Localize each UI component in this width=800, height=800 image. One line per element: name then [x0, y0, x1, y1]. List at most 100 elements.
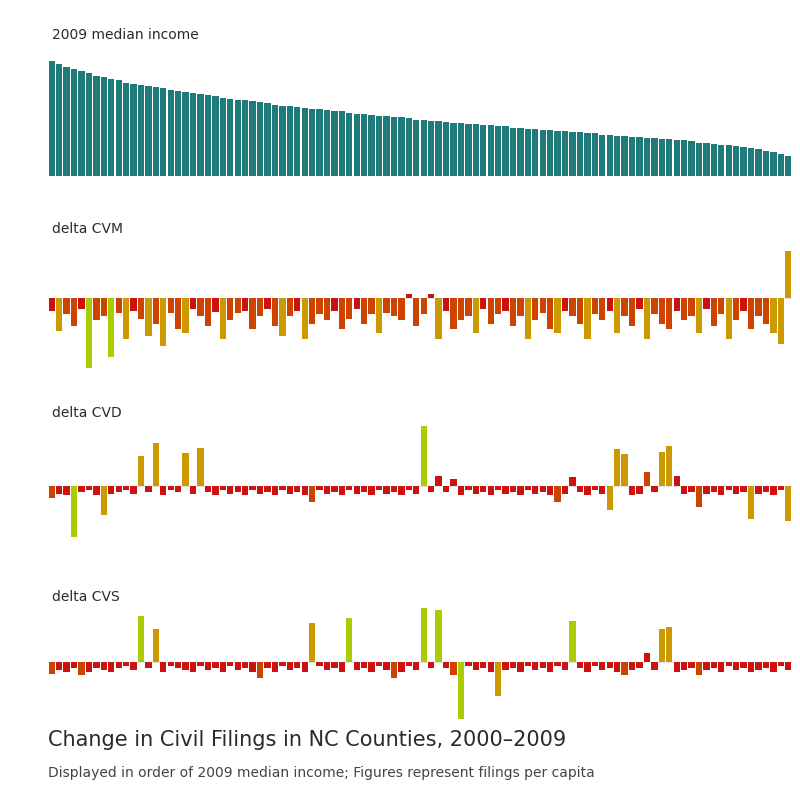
Bar — [622, 662, 628, 675]
Bar — [406, 118, 412, 176]
Bar — [49, 61, 55, 176]
Bar — [338, 486, 345, 495]
Bar — [227, 98, 234, 176]
Bar — [666, 298, 673, 329]
Bar — [606, 486, 613, 510]
Bar — [250, 662, 256, 671]
Text: delta CVM: delta CVM — [52, 222, 122, 236]
Bar — [63, 662, 70, 671]
Bar — [138, 456, 144, 486]
Bar — [130, 662, 137, 670]
Bar — [220, 486, 226, 490]
Bar — [71, 69, 78, 176]
Bar — [525, 486, 531, 490]
Bar — [696, 142, 702, 176]
Bar — [212, 97, 218, 176]
Bar — [369, 486, 375, 495]
Bar — [592, 298, 598, 314]
Text: Change in Civil Filings in NC Counties, 2000–2009: Change in Civil Filings in NC Counties, … — [48, 730, 566, 750]
Bar — [257, 102, 263, 176]
Bar — [525, 662, 531, 666]
Bar — [443, 122, 450, 176]
Bar — [554, 298, 561, 334]
Bar — [354, 114, 360, 176]
Bar — [115, 298, 122, 313]
Bar — [443, 298, 450, 311]
Bar — [554, 131, 561, 176]
Bar — [674, 662, 680, 671]
Bar — [338, 111, 345, 176]
Bar — [198, 298, 204, 316]
Bar — [525, 298, 531, 338]
Bar — [636, 298, 642, 309]
Bar — [562, 131, 568, 176]
Bar — [599, 298, 606, 320]
Bar — [785, 486, 791, 521]
Bar — [361, 662, 367, 669]
Bar — [63, 298, 70, 314]
Bar — [390, 486, 397, 492]
Bar — [56, 486, 62, 494]
Bar — [577, 486, 583, 492]
Bar — [458, 298, 464, 320]
Bar — [71, 298, 78, 326]
Bar — [785, 251, 791, 298]
Bar — [257, 486, 263, 494]
Bar — [331, 486, 338, 492]
Bar — [324, 662, 330, 670]
Bar — [257, 298, 263, 316]
Bar — [622, 136, 628, 176]
Bar — [644, 298, 650, 338]
Bar — [242, 662, 248, 669]
Bar — [383, 116, 390, 176]
Bar — [205, 298, 211, 326]
Bar — [778, 486, 784, 490]
Bar — [502, 298, 509, 311]
Bar — [182, 662, 189, 670]
Bar — [450, 123, 457, 176]
Bar — [681, 140, 687, 176]
Bar — [450, 298, 457, 329]
Bar — [614, 298, 620, 334]
Bar — [101, 486, 107, 515]
Bar — [49, 298, 55, 311]
Bar — [190, 662, 196, 671]
Bar — [518, 127, 524, 176]
Bar — [250, 298, 256, 329]
Bar — [190, 486, 196, 494]
Bar — [160, 298, 166, 346]
Bar — [123, 82, 130, 176]
Bar — [153, 443, 159, 486]
Bar — [49, 486, 55, 498]
Bar — [316, 662, 322, 666]
Bar — [227, 662, 234, 666]
Bar — [78, 298, 85, 309]
Bar — [741, 298, 747, 311]
Bar — [666, 627, 673, 662]
Bar — [279, 486, 286, 490]
Bar — [651, 486, 658, 492]
Bar — [510, 127, 516, 176]
Bar — [636, 137, 642, 176]
Bar — [428, 662, 434, 669]
Bar — [554, 662, 561, 666]
Bar — [242, 298, 248, 311]
Bar — [406, 294, 412, 298]
Bar — [198, 94, 204, 176]
Text: delta CVD: delta CVD — [52, 406, 122, 421]
Bar — [666, 139, 673, 176]
Bar — [167, 662, 174, 666]
Bar — [78, 486, 85, 492]
Bar — [562, 662, 568, 670]
Bar — [703, 142, 710, 176]
Bar — [302, 486, 308, 495]
Bar — [577, 132, 583, 176]
Bar — [755, 298, 762, 316]
Bar — [302, 298, 308, 338]
Bar — [584, 298, 590, 338]
Bar — [770, 662, 777, 671]
Bar — [726, 662, 732, 666]
Bar — [324, 486, 330, 494]
Bar — [93, 662, 99, 669]
Bar — [63, 486, 70, 495]
